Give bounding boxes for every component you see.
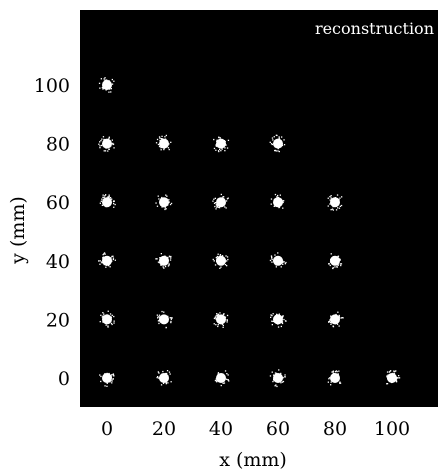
data-point	[269, 134, 286, 153]
data-point	[214, 370, 230, 387]
y-tick-label: 60	[46, 192, 70, 214]
data-point	[213, 136, 230, 153]
y-tick-labels: 0 20 40 60 80 100	[34, 75, 70, 390]
x-tick-labels: 0 20 40 60 80 100	[101, 418, 410, 440]
chart-title: reconstruction	[315, 19, 434, 38]
points-layer	[98, 77, 401, 388]
x-tick-label: 100	[374, 418, 410, 440]
data-point	[98, 252, 116, 268]
data-point	[99, 194, 116, 208]
data-point	[155, 194, 173, 211]
data-point	[212, 253, 229, 269]
x-tick-label: 60	[266, 418, 290, 440]
y-tick-label: 80	[46, 134, 70, 156]
data-point	[328, 311, 344, 328]
data-point	[98, 136, 115, 152]
y-tick-label: 20	[46, 309, 70, 331]
data-point	[386, 370, 401, 385]
data-point	[270, 193, 285, 209]
data-point	[156, 310, 173, 329]
data-point	[99, 372, 115, 387]
data-point	[155, 253, 172, 269]
y-tick-label: 40	[46, 251, 70, 273]
plot-area	[80, 10, 438, 407]
y-axis-label: y (mm)	[7, 196, 29, 265]
y-tick-label: 100	[34, 75, 70, 97]
data-point	[213, 312, 229, 328]
x-tick-label: 40	[209, 418, 233, 440]
data-point	[327, 370, 342, 386]
x-axis-label: x (mm)	[219, 449, 287, 471]
data-point	[328, 253, 343, 270]
data-point	[99, 310, 115, 328]
data-point	[270, 313, 287, 328]
data-point	[212, 193, 229, 210]
data-point	[269, 252, 287, 268]
data-point	[155, 134, 172, 151]
y-tick-label: 0	[58, 368, 70, 390]
data-point	[327, 194, 343, 211]
data-point	[156, 370, 172, 386]
data-point	[269, 369, 286, 388]
x-tick-label: 20	[152, 418, 176, 440]
x-tick-label: 80	[323, 418, 347, 440]
data-point	[98, 77, 115, 93]
x-tick-label: 0	[101, 418, 113, 440]
